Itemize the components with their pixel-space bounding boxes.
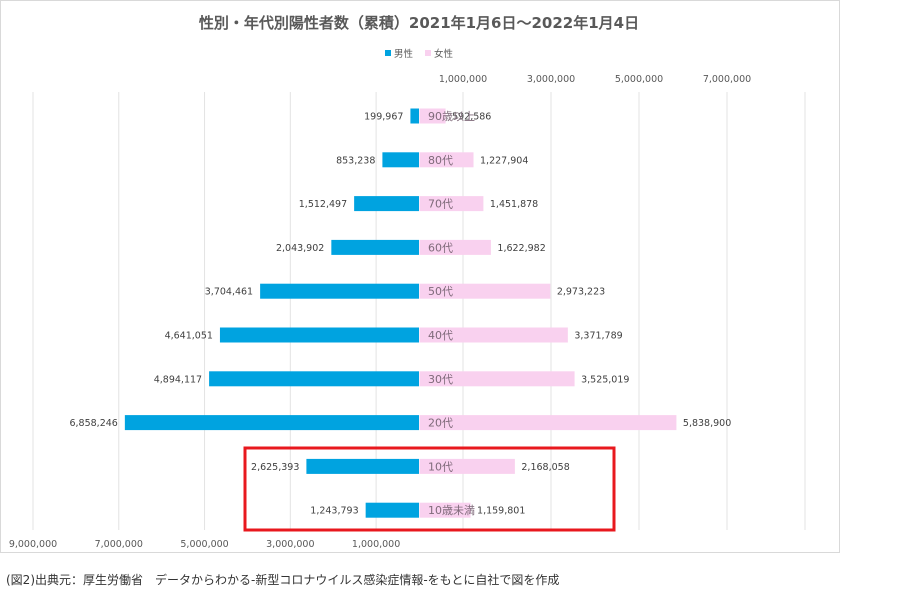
legend-label: 女性 bbox=[434, 48, 454, 60]
female-bar bbox=[419, 415, 677, 431]
legend-swatch bbox=[385, 50, 391, 56]
female-bar bbox=[419, 108, 446, 124]
female-data-label: 1,622,982 bbox=[497, 243, 545, 254]
legend-label: 男性 bbox=[394, 48, 414, 60]
category-label: 70代 bbox=[428, 198, 453, 211]
female-data-label: 2,973,223 bbox=[557, 287, 605, 298]
male-axis-tick-label: 3,000,000 bbox=[266, 539, 314, 550]
male-data-label: 1,243,793 bbox=[310, 506, 358, 517]
category-label: 30代 bbox=[428, 373, 453, 386]
highlight-box bbox=[243, 446, 616, 532]
source-caption: (図2)出典元：厚生労働省 データからわかる-新型コロナウイルス感染症情報-をも… bbox=[6, 573, 560, 587]
male-axis-tick-label: 5,000,000 bbox=[180, 539, 228, 550]
female-axis-tick-label: 1,000,000 bbox=[439, 74, 487, 85]
category-label: 90歳以上 bbox=[428, 110, 475, 123]
female-bar bbox=[419, 196, 484, 212]
female-data-label: 1,227,904 bbox=[480, 155, 528, 166]
category-label: 10歳未満 bbox=[428, 504, 475, 517]
legend: 男性 女性 bbox=[385, 48, 454, 60]
female-bar bbox=[419, 502, 471, 518]
male-data-label: 853,238 bbox=[336, 155, 375, 166]
male-data-label: 4,641,051 bbox=[165, 331, 213, 342]
female-bar bbox=[419, 327, 568, 343]
category-label: 10代 bbox=[428, 460, 453, 473]
female-data-label: 2,168,058 bbox=[521, 462, 569, 473]
male-axis-tick-label: 9,000,000 bbox=[9, 539, 57, 550]
female-bar bbox=[419, 152, 474, 168]
female-data-label: 592,586 bbox=[452, 112, 491, 123]
female-data-label: 3,525,019 bbox=[581, 374, 629, 385]
female-bar bbox=[419, 239, 491, 255]
female-axis-tick-label: 7,000,000 bbox=[703, 74, 751, 85]
legend-swatch bbox=[425, 50, 431, 56]
male-data-label: 1,512,497 bbox=[299, 199, 347, 210]
male-bar bbox=[209, 371, 419, 387]
male-bar bbox=[219, 327, 419, 343]
female-axis-tick-label: 3,000,000 bbox=[527, 74, 575, 85]
female-axis-tick-label: 5,000,000 bbox=[615, 74, 663, 85]
category-label: 20代 bbox=[428, 417, 453, 430]
male-data-label: 3,704,461 bbox=[205, 287, 253, 298]
male-bar bbox=[306, 458, 419, 474]
female-data-label: 1,451,878 bbox=[490, 199, 538, 210]
female-data-label: 3,371,789 bbox=[574, 331, 622, 342]
male-data-label: 4,894,117 bbox=[154, 374, 202, 385]
category-label: 50代 bbox=[428, 285, 453, 298]
female-bar bbox=[419, 283, 551, 299]
male-data-label: 2,043,902 bbox=[276, 243, 324, 254]
category-label: 40代 bbox=[428, 329, 453, 342]
male-bar bbox=[354, 196, 419, 212]
male-bar bbox=[124, 415, 419, 431]
male-axis-tick-label: 7,000,000 bbox=[95, 539, 143, 550]
male-data-label: 2,625,393 bbox=[251, 462, 299, 473]
chart-title: 性別・年代別陽性者数（累積）2021年1月6日～2022年1月4日 bbox=[199, 14, 639, 32]
category-label: 80代 bbox=[428, 154, 453, 167]
female-data-label: 1,159,801 bbox=[477, 506, 525, 517]
male-bar bbox=[382, 152, 419, 168]
male-data-label: 6,858,246 bbox=[69, 418, 117, 429]
male-bar bbox=[260, 283, 419, 299]
female-bar bbox=[419, 371, 575, 387]
male-bar bbox=[331, 239, 419, 255]
male-axis-tick-label: 1,000,000 bbox=[352, 539, 400, 550]
category-label: 60代 bbox=[428, 241, 453, 254]
female-data-label: 5,838,900 bbox=[683, 418, 731, 429]
male-data-label: 199,967 bbox=[364, 112, 403, 123]
female-bar bbox=[419, 458, 515, 474]
male-bar bbox=[365, 502, 419, 518]
male-bar bbox=[410, 108, 419, 124]
